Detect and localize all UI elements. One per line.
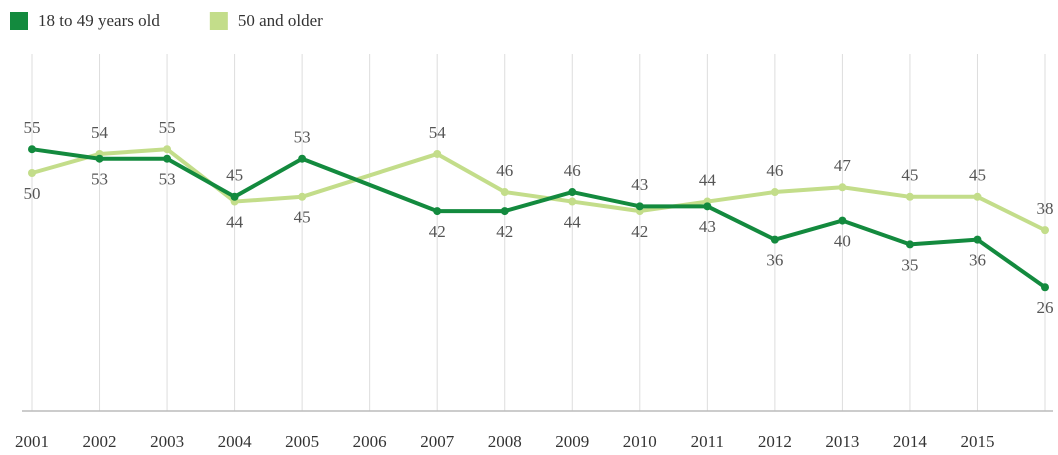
series-line	[31, 147, 1047, 289]
value-label: 40	[834, 232, 851, 251]
value-label: 47	[834, 156, 852, 175]
value-label: 35	[901, 255, 918, 274]
x-tick-label: 2002	[83, 432, 117, 451]
point	[973, 192, 982, 201]
x-tick-label: 2005	[285, 432, 319, 451]
legend-swatch	[209, 12, 228, 30]
point	[95, 154, 104, 163]
point	[568, 197, 577, 206]
point	[1041, 226, 1049, 235]
value-label: 53	[91, 170, 108, 189]
value-label: 44	[699, 170, 717, 189]
value-label: 38	[1037, 199, 1054, 218]
legend-swatch	[10, 12, 28, 30]
value-label: 46	[766, 161, 783, 180]
x-tick-label: 2001	[15, 432, 49, 451]
x-tick-label: 2009	[555, 432, 589, 451]
value-label: 54	[91, 123, 109, 142]
x-tick-label: 2003	[150, 432, 184, 451]
x-tick-label: 2015	[960, 432, 994, 451]
point	[770, 235, 779, 244]
x-tick-label: 2007	[420, 432, 455, 451]
value-label: 53	[294, 128, 311, 147]
value-label: 55	[24, 118, 41, 137]
series-line	[31, 147, 1046, 232]
x-tick-label: 2012	[758, 432, 792, 451]
value-label: 26	[1037, 298, 1054, 317]
legend-label: 50 and older	[238, 11, 323, 30]
point	[298, 154, 307, 163]
value-label: 44	[564, 212, 582, 231]
value-label: 45	[969, 166, 986, 185]
point	[500, 188, 509, 197]
point	[838, 183, 847, 192]
x-tick-label: 2008	[488, 432, 522, 451]
value-label: 36	[766, 251, 783, 270]
value-label: 46	[496, 161, 513, 180]
point	[973, 235, 982, 244]
x-tick-label: 2010	[623, 432, 657, 451]
value-label: 53	[159, 170, 176, 189]
legend-label: 18 to 49 years old	[38, 11, 160, 30]
x-tick-label: 2004	[218, 432, 253, 451]
value-label: 55	[159, 118, 176, 137]
point	[28, 169, 36, 177]
value-label: 44	[226, 212, 244, 231]
value-label: 42	[631, 222, 648, 241]
value-label: 43	[631, 175, 648, 194]
point	[568, 188, 577, 197]
point	[1041, 283, 1049, 292]
value-label: 36	[969, 251, 986, 270]
x-tick-label: 2006	[353, 432, 387, 451]
point	[500, 207, 509, 216]
value-label: 43	[699, 217, 716, 236]
point	[703, 202, 712, 211]
point	[28, 145, 36, 154]
point	[838, 216, 847, 225]
point	[770, 188, 779, 197]
x-tick-label: 2013	[825, 432, 859, 451]
x-tick-label: 2011	[691, 432, 724, 451]
point	[163, 154, 172, 163]
value-label: 54	[429, 123, 447, 142]
value-label: 42	[429, 222, 446, 241]
point	[635, 202, 644, 211]
point	[433, 207, 442, 216]
point	[230, 192, 239, 201]
value-label: 50	[24, 184, 41, 203]
x-tick-label: 2014	[893, 432, 928, 451]
point	[905, 192, 914, 201]
point	[298, 192, 307, 201]
point	[163, 145, 172, 154]
value-label: 45	[901, 166, 918, 185]
value-label: 45	[294, 208, 311, 227]
value-label: 46	[564, 161, 581, 180]
value-label: 45	[226, 166, 243, 185]
point	[905, 240, 914, 249]
point	[433, 149, 442, 158]
value-label: 42	[496, 222, 513, 241]
